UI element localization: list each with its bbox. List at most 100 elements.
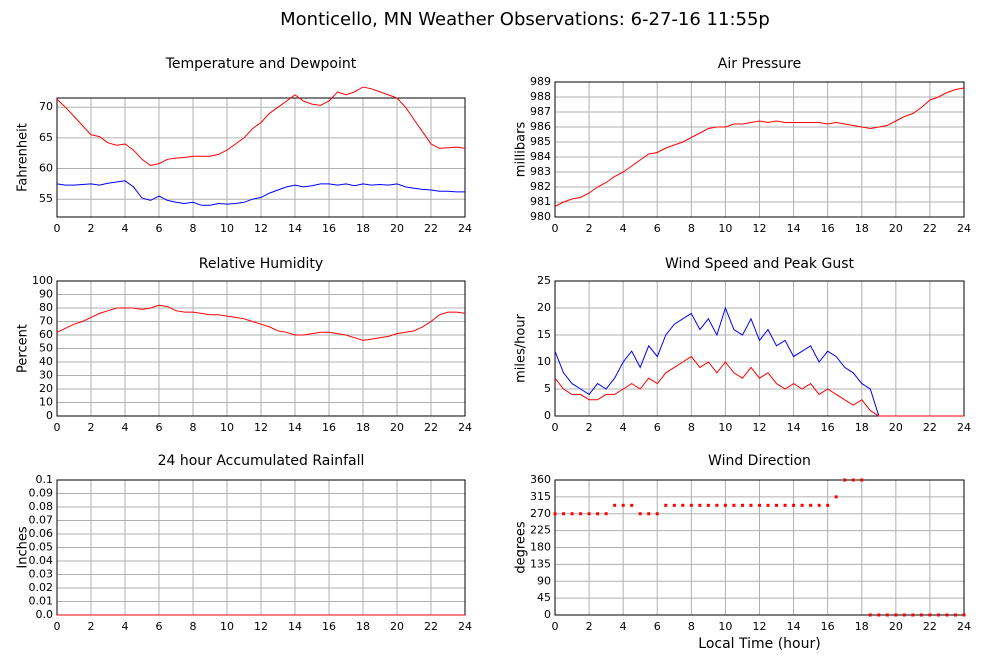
x-tick-label: 10 bbox=[220, 222, 234, 235]
x-tick-label: 8 bbox=[190, 421, 197, 434]
x-tick-label: 24 bbox=[458, 620, 472, 633]
y-tick-label: 988 bbox=[530, 90, 551, 103]
y-axis-label: Inches bbox=[16, 526, 31, 568]
y-tick-label: 0.01 bbox=[29, 595, 54, 608]
x-tick-label: 22 bbox=[923, 620, 937, 633]
y-axis-label: millibars bbox=[514, 122, 529, 178]
x-tick-label: 20 bbox=[390, 620, 404, 633]
x-tick-label: 14 bbox=[787, 222, 801, 235]
x-tick-label: 22 bbox=[923, 222, 937, 235]
chart-title: Air Pressure bbox=[718, 56, 801, 72]
y-tick-label: 989 bbox=[530, 75, 551, 88]
x-tick-label: 14 bbox=[288, 421, 302, 434]
x-tick-label: 2 bbox=[88, 421, 95, 434]
data-point bbox=[655, 512, 659, 516]
x-tick-label: 10 bbox=[718, 620, 732, 633]
y-tick-label: 0 bbox=[46, 409, 53, 422]
data-point bbox=[877, 613, 881, 617]
y-tick-label: 25 bbox=[537, 274, 551, 287]
data-point bbox=[681, 503, 685, 507]
y-tick-label: 984 bbox=[530, 150, 551, 163]
y-axis-label: Fahrenheit bbox=[16, 123, 31, 192]
x-tick-label: 24 bbox=[957, 620, 971, 633]
x-tick-label: 12 bbox=[254, 222, 268, 235]
data-point bbox=[715, 503, 719, 507]
data-point bbox=[740, 503, 744, 507]
x-tick-label: 0 bbox=[54, 222, 61, 235]
x-tick-label: 0 bbox=[552, 620, 559, 633]
data-point bbox=[919, 613, 923, 617]
x-tick-label: 12 bbox=[753, 620, 767, 633]
data-point bbox=[553, 512, 557, 516]
y-tick-label: 65 bbox=[39, 131, 53, 144]
chart-title: Relative Humidity bbox=[199, 256, 323, 272]
x-tick-label: 8 bbox=[688, 222, 695, 235]
y-tick-label: 70 bbox=[39, 100, 53, 113]
x-tick-label: 24 bbox=[458, 222, 472, 235]
x-tick-label: 6 bbox=[654, 222, 661, 235]
y-tick-label: 70 bbox=[39, 315, 53, 328]
data-point bbox=[936, 613, 940, 617]
data-line bbox=[56, 86, 466, 167]
y-tick-label: 20 bbox=[39, 382, 53, 395]
x-tick-label: 4 bbox=[122, 620, 129, 633]
x-tick-label: 4 bbox=[620, 620, 627, 633]
x-tick-label: 6 bbox=[156, 421, 163, 434]
x-tick-label: 4 bbox=[122, 421, 129, 434]
y-tick-label: 0.02 bbox=[29, 581, 54, 594]
y-tick-label: 0.04 bbox=[29, 554, 54, 567]
data-point bbox=[672, 503, 676, 507]
data-point bbox=[758, 503, 761, 507]
y-tick-label: 986 bbox=[530, 120, 551, 133]
data-line bbox=[554, 355, 964, 417]
y-tick-label: 981 bbox=[530, 195, 551, 208]
x-tick-label: 14 bbox=[787, 620, 801, 633]
x-tick-label: 16 bbox=[322, 421, 336, 434]
data-point bbox=[664, 503, 668, 507]
x-tick-label: 12 bbox=[753, 222, 767, 235]
data-point bbox=[630, 503, 634, 507]
y-tick-label: 60 bbox=[39, 162, 53, 175]
chart-title: Wind Speed and Peak Gust bbox=[665, 256, 854, 272]
data-point bbox=[834, 495, 838, 499]
y-tick-label: 225 bbox=[530, 524, 551, 537]
data-point bbox=[800, 503, 804, 507]
x-tick-label: 2 bbox=[586, 222, 593, 235]
y-tick-label: 180 bbox=[530, 541, 551, 554]
data-point bbox=[766, 503, 770, 507]
data-point bbox=[783, 503, 787, 507]
y-tick-label: 0.05 bbox=[29, 541, 54, 554]
x-tick-label: 16 bbox=[322, 620, 336, 633]
x-tick-label: 20 bbox=[889, 620, 903, 633]
y-tick-label: 0.03 bbox=[29, 568, 54, 581]
x-tick-label: 12 bbox=[254, 421, 268, 434]
x-tick-label: 6 bbox=[654, 421, 661, 434]
x-tick-label: 8 bbox=[688, 421, 695, 434]
y-tick-label: 90 bbox=[39, 288, 53, 301]
plot-frame bbox=[56, 280, 466, 417]
x-tick-label: 14 bbox=[288, 222, 302, 235]
x-tick-label: 14 bbox=[288, 620, 302, 633]
data-point bbox=[851, 478, 855, 482]
y-tick-label: 983 bbox=[530, 165, 551, 178]
x-tick-label: 24 bbox=[458, 421, 472, 434]
data-point bbox=[570, 512, 574, 516]
y-tick-label: 20 bbox=[537, 301, 551, 314]
x-tick-label: 18 bbox=[356, 620, 370, 633]
x-tick-label: 2 bbox=[88, 222, 95, 235]
x-tick-label: 0 bbox=[552, 222, 559, 235]
y-tick-label: 15 bbox=[537, 328, 551, 341]
plot-frame bbox=[554, 81, 965, 218]
data-point bbox=[928, 613, 932, 617]
data-point bbox=[792, 503, 796, 507]
data-point bbox=[647, 512, 651, 516]
page-title: Monticello, MN Weather Observations: 6-2… bbox=[280, 9, 770, 30]
x-tick-label: 16 bbox=[322, 222, 336, 235]
y-tick-label: 10 bbox=[537, 355, 551, 368]
x-tick-label: 0 bbox=[552, 421, 559, 434]
data-point bbox=[723, 503, 727, 507]
x-tick-label: 8 bbox=[688, 620, 695, 633]
data-point bbox=[953, 613, 957, 617]
x-tick-label: 18 bbox=[356, 222, 370, 235]
x-tick-label: 2 bbox=[586, 421, 593, 434]
